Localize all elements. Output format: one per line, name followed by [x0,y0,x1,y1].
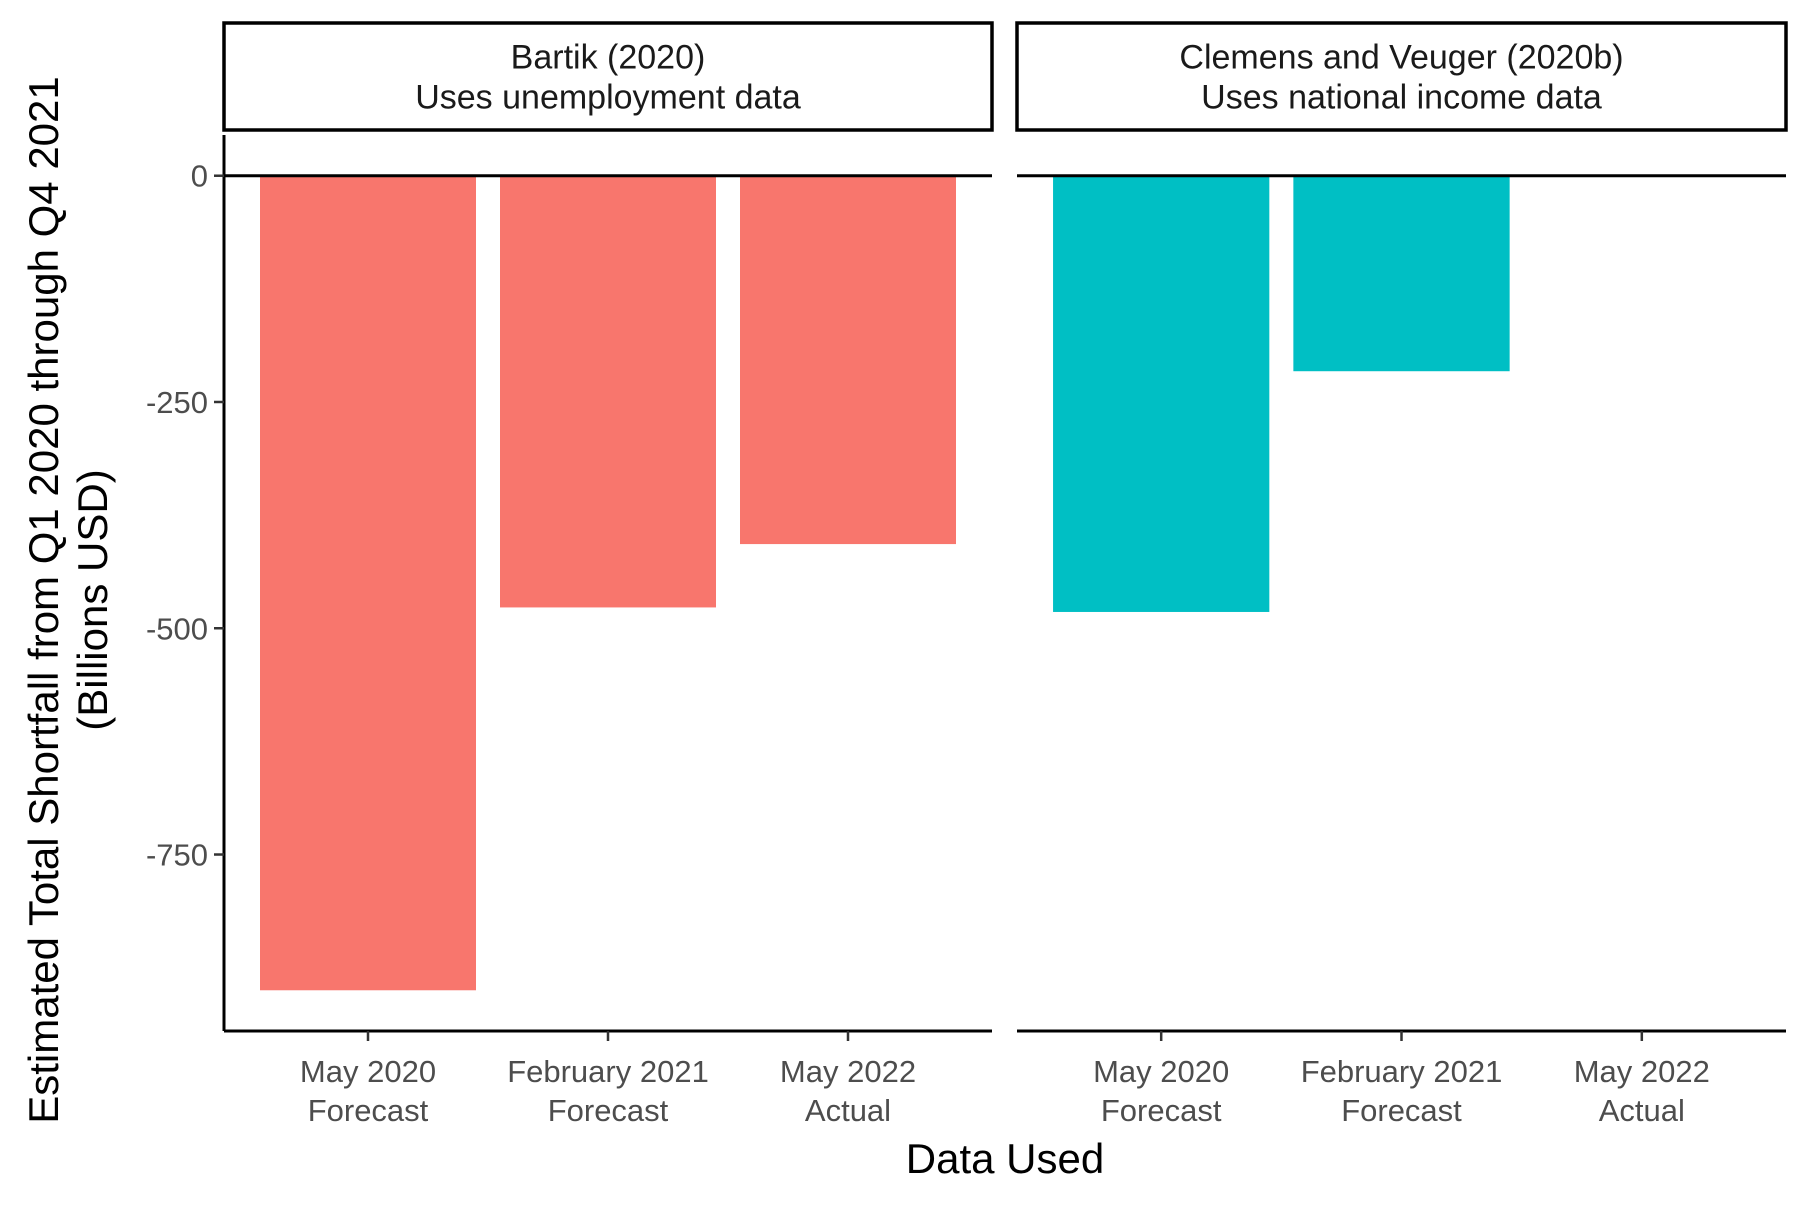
x-tick-label-panel1-1-line2: Forecast [308,1093,429,1128]
bar-panel1-3 [740,175,956,545]
y-axis-title-line1: Estimated Total Shortfall from Q1 2020 t… [20,76,67,1124]
strip-box-1 [222,21,994,132]
bar-panel1-2 [500,175,716,608]
y-tick-label-3: -500 [146,611,208,646]
strip-box-2 [1015,21,1788,132]
strip-subtitle-1: Uses unemployment data [415,79,801,117]
x-tick-label-panel1-1-line1: May 2020 [300,1054,436,1089]
x-tick-label-panel2-1-line2: Forecast [1101,1093,1222,1128]
x-tick-label-panel2-3-line1: May 2022 [1574,1054,1710,1089]
y-tick-label-2: -250 [146,385,208,420]
strip-title-2: Clemens and Veuger (2020b) [1179,39,1623,77]
x-tick-label-panel1-3-line2: Actual [805,1093,891,1128]
bar-panel2-2 [1293,175,1510,372]
y-axis-title-line2: (Billions USD) [69,469,116,730]
y-tick-label-4: -750 [146,838,208,873]
y-tick-label-1: 0 [191,159,208,194]
x-tick-label-panel2-3-line2: Actual [1599,1093,1685,1128]
bar-panel2-1 [1053,175,1270,612]
x-tick-label-panel1-3-line1: May 2022 [780,1054,916,1089]
strip-title-1: Bartik (2020) [511,39,706,77]
strip-subtitle-2: Uses national income data [1201,79,1602,117]
x-tick-label-panel2-2-line1: February 2021 [1301,1054,1503,1089]
x-tick-label-panel2-2-line2: Forecast [1341,1093,1462,1128]
x-tick-label-panel1-2-line2: Forecast [548,1093,669,1128]
x-tick-label-panel2-1-line1: May 2020 [1093,1054,1229,1089]
x-tick-label-panel1-2-line1: February 2021 [507,1054,709,1089]
x-axis-title: Data Used [906,1135,1104,1182]
bar-panel1-1 [260,175,476,991]
